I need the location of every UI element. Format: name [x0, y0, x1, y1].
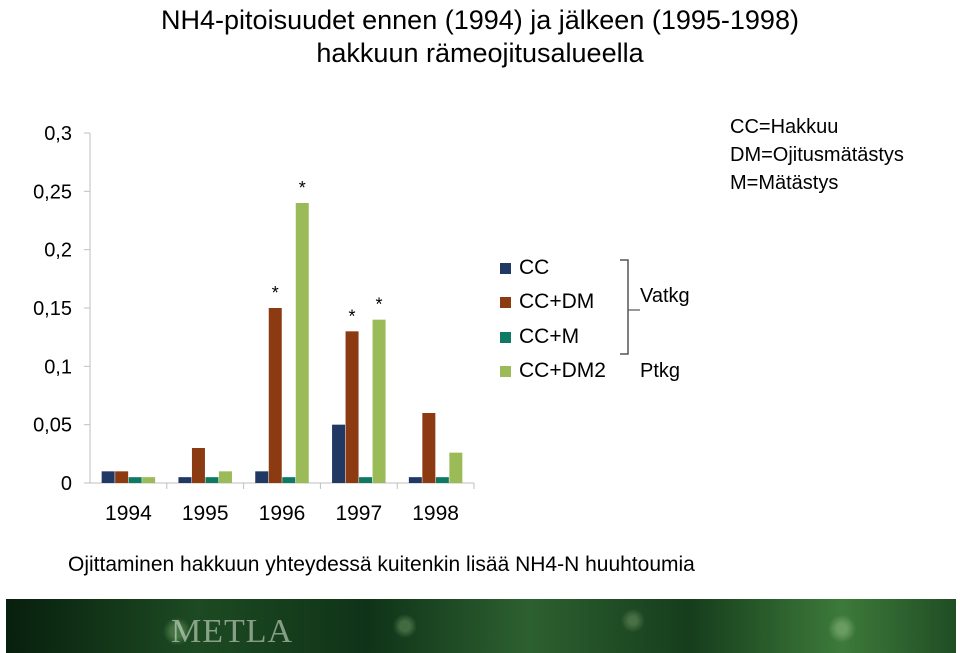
x-tick-label: 1996: [259, 502, 306, 525]
caption: Ojittaminen hakkuun yhteydessä kuitenkin…: [68, 553, 695, 576]
bar: [332, 424, 346, 483]
y-tick-label: 0,1: [44, 356, 72, 378]
bar-chart: 0 0,05 0,1 0,15 0,2 0,25 0,3 1994 1995 1996 1997 19…: [33, 123, 475, 525]
y-tick-label: 0,2: [44, 240, 72, 262]
legend-item-cc: CC: [500, 256, 549, 280]
bar: [345, 331, 359, 483]
abbreviation-definitions: CC=Hakkuu DM=Ojitusmätästys M=Mätästys: [730, 113, 904, 197]
y-tick-label: 0,25: [33, 181, 72, 203]
chart-title-line1: NH4-pitoisuudet ennen (1994) ja jälkeen …: [161, 5, 799, 35]
bar: [359, 477, 373, 483]
legend-swatch-cc-dm: [500, 296, 511, 308]
bar: [191, 448, 205, 483]
metla-logo: METLA: [171, 613, 294, 650]
bar: [372, 319, 386, 483]
footer-banner: METLA: [6, 599, 956, 653]
bar: [408, 477, 422, 483]
legend-item-cc-m: CC+M: [500, 325, 579, 349]
y-tick-label: 0,3: [44, 123, 72, 145]
group-label-vatkg: Vatkg: [640, 285, 690, 307]
x-tick-label: 1998: [412, 502, 459, 525]
legend-label-cc: CC: [519, 256, 550, 279]
bar: [178, 477, 192, 483]
x-tick-label: 1994: [105, 502, 152, 525]
bar: [142, 477, 156, 483]
bar: [218, 471, 232, 483]
significance-marker: *: [299, 178, 306, 198]
bar: [255, 471, 269, 483]
abbreviation-m: M=Mätästys: [730, 172, 839, 194]
bar: [128, 477, 142, 483]
legend-item-cc-dm2: CC+DM2: [500, 359, 606, 383]
legend-bracket: [620, 259, 640, 355]
legend-item-cc-dm: CC+DM: [500, 290, 594, 314]
bar: [449, 452, 463, 483]
bar: [282, 477, 296, 483]
y-tick-label: 0: [61, 473, 72, 495]
chart-title-line2: hakkuun rämeojitusalueella: [316, 38, 644, 68]
bar: [295, 203, 309, 483]
bar: [422, 413, 436, 483]
x-tick-label: 1995: [182, 502, 229, 525]
significance-marker: *: [272, 283, 279, 303]
legend-swatch-cc: [500, 262, 511, 274]
bar: [435, 477, 449, 483]
legend-label-cc-dm: CC+DM: [519, 290, 595, 313]
bar: [115, 471, 129, 483]
legend-swatch-cc-m: [500, 331, 511, 343]
bar: [205, 477, 219, 483]
legend-label-cc-dm2: CC+DM2: [519, 359, 606, 382]
chart-title: NH4-pitoisuudet ennen (1994) ja jälkeen …: [0, 4, 960, 70]
abbreviation-dm: DM=Ojitusmätästys: [730, 144, 904, 166]
legend-swatch-cc-dm2: [500, 365, 511, 377]
significance-marker: *: [349, 306, 356, 326]
y-tick-label: 0,15: [33, 298, 72, 320]
x-tick-label: 1997: [335, 502, 382, 525]
group-label-ptkg: Ptkg: [640, 360, 681, 382]
legend-label-cc-m: CC+M: [519, 325, 580, 348]
significance-marker: *: [376, 295, 383, 315]
bar: [268, 308, 282, 483]
abbreviation-cc: CC=Hakkuu: [730, 116, 839, 138]
bar: [101, 471, 115, 483]
y-tick-label: 0,05: [33, 415, 72, 437]
